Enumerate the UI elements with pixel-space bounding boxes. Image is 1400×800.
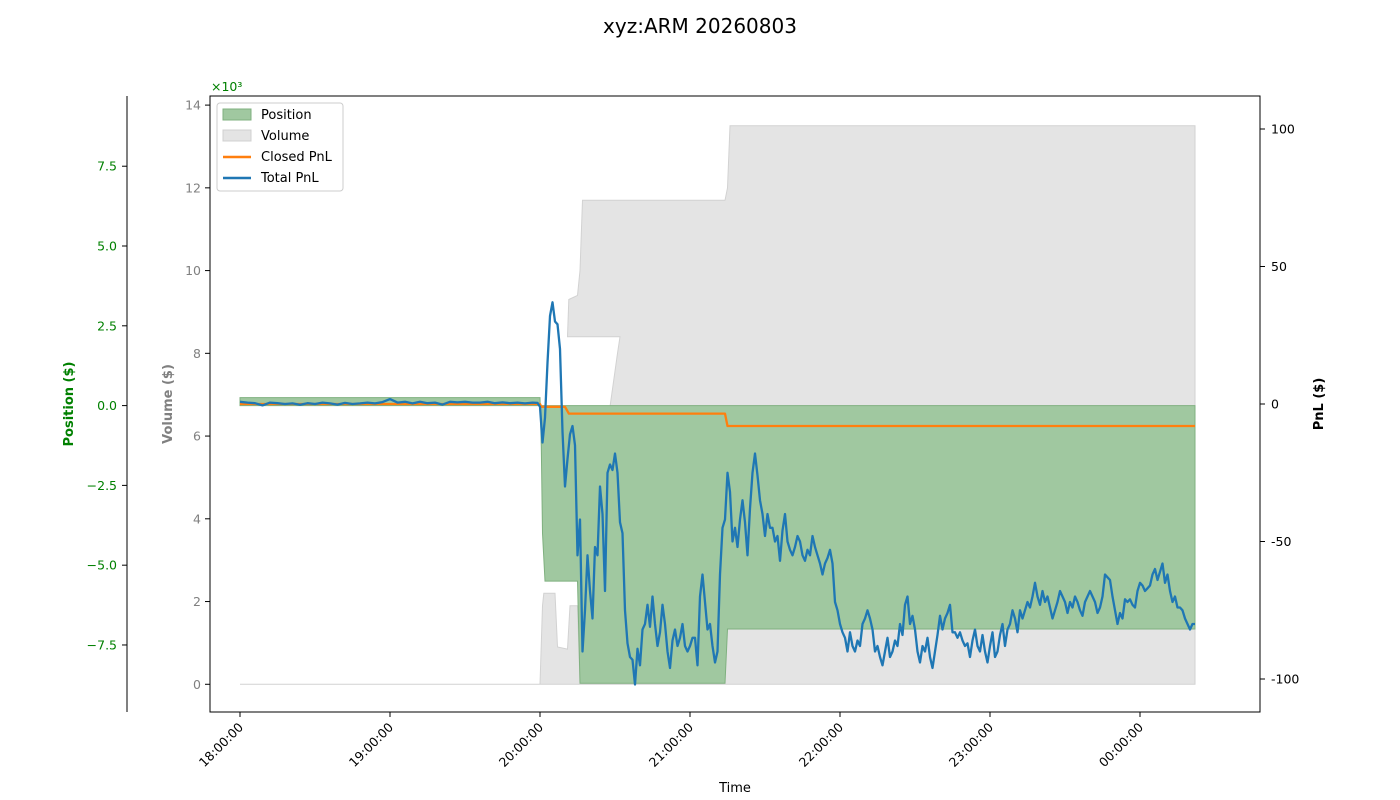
time-tick-label: 22:00:00 [796, 719, 846, 769]
position-tick-label: 0.0 [97, 398, 117, 413]
position-tick-label: 7.5 [97, 159, 117, 174]
legend: Position Volume Closed PnL Total PnL [216, 102, 344, 192]
legend-label-closed-pnl: Closed PnL [261, 150, 333, 165]
time-tick-label: 23:00:00 [946, 719, 996, 769]
position-tick-label: 2.5 [97, 318, 117, 333]
pnl-tick-label: 0 [1271, 397, 1279, 412]
time-tick-label: 00:00:00 [1096, 719, 1146, 769]
pnl-tick-label: -100 [1271, 672, 1299, 687]
volume-tick-label: 12 [185, 180, 201, 195]
position-tick-label: 5.0 [97, 239, 117, 254]
time-tick-label: 21:00:00 [646, 719, 696, 769]
volume-axis-label: Volume ($) [161, 364, 176, 444]
plot-lines [239, 301, 1195, 686]
time-tick-label: 20:00:00 [496, 719, 546, 769]
volume-tick-label: 8 [193, 346, 201, 361]
time-tick-label: 19:00:00 [346, 719, 396, 769]
legend-label-position: Position [261, 108, 312, 123]
pnl-tick-label: 100 [1271, 122, 1295, 137]
volume-tick-label: 14 [185, 98, 201, 113]
volume-tick-label: 6 [193, 429, 201, 444]
volume-tick-label: 4 [193, 511, 201, 526]
series-total-pnl-line [239, 301, 1195, 686]
position-tick-label: −7.5 [87, 637, 117, 652]
position-tick-label: −5.0 [87, 558, 117, 573]
legend-label-total-pnl: Total PnL [260, 171, 319, 186]
time-tick-label: 18:00:00 [196, 719, 246, 769]
x-axis-label: Time [718, 781, 751, 796]
pnl-tick-label: 50 [1271, 259, 1287, 274]
pnl-axis-label: PnL ($) [1312, 378, 1327, 431]
legend-swatch-volume [222, 129, 252, 142]
volume-tick-label: 10 [185, 263, 201, 278]
volume-tick-label: 2 [193, 594, 201, 609]
legend-box [216, 102, 344, 192]
volume-tick-label: 0 [193, 677, 201, 692]
chart-title: xyz:ARM 20260803 [603, 14, 797, 38]
series-closed-pnl-line [240, 402, 1195, 428]
pnl-tick-label: -50 [1271, 534, 1291, 549]
legend-swatch-position [222, 108, 252, 121]
position-axis-label: Position ($) [62, 362, 77, 447]
legend-label-volume: Volume [261, 129, 309, 144]
position-tick-label: −2.5 [87, 478, 117, 493]
volume-multiplier: ×10³ [211, 79, 242, 94]
